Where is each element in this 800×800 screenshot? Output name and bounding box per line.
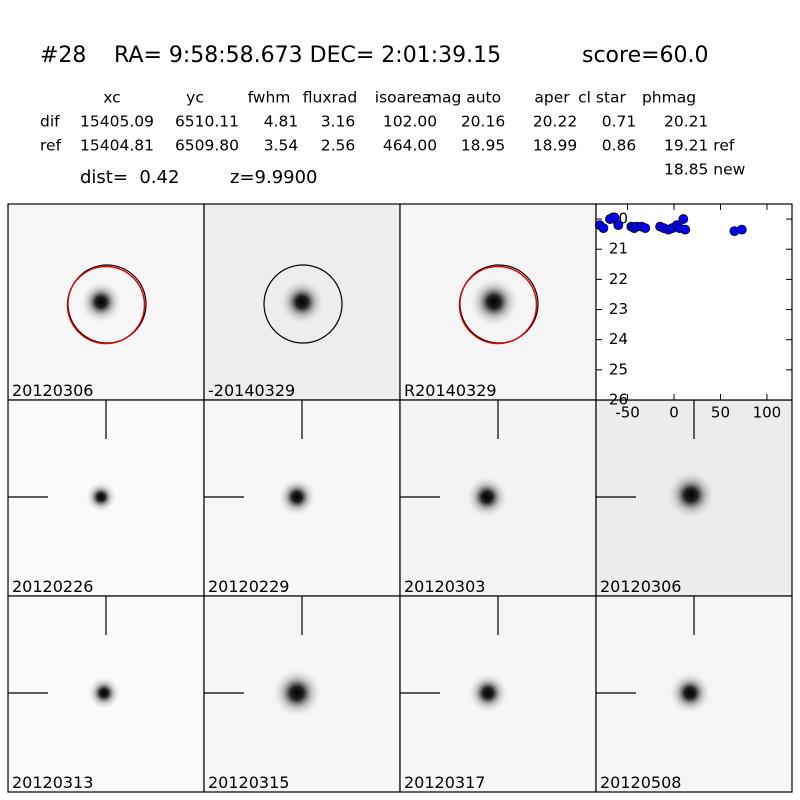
panel-label: 20120313 bbox=[12, 773, 93, 792]
point bbox=[598, 223, 609, 234]
source bbox=[468, 276, 520, 328]
source bbox=[85, 481, 117, 513]
aperture-fit bbox=[66, 265, 146, 345]
panel-label: 20120508 bbox=[600, 773, 681, 792]
panel-label: 20120306 bbox=[600, 577, 681, 596]
cell: 20.22 bbox=[533, 113, 577, 131]
cell: 4.81 bbox=[264, 113, 299, 131]
point bbox=[680, 224, 691, 235]
cell: 0.71 bbox=[602, 113, 637, 131]
panel-grid: 20120306 -20140329 R20140329 20120226 201202… bbox=[7, 203, 793, 793]
aperture-fit bbox=[458, 265, 538, 345]
point bbox=[678, 214, 689, 224]
source bbox=[87, 676, 121, 710]
source bbox=[668, 671, 712, 715]
y-tick-label: 21 bbox=[609, 240, 628, 258]
cell: 20.21 bbox=[664, 113, 708, 131]
column-header: yc bbox=[186, 89, 204, 107]
panel-label: -20140329 bbox=[208, 381, 295, 400]
y-tick-label: 23 bbox=[609, 300, 628, 318]
cell: 6510.11 bbox=[175, 113, 239, 131]
x-tick-label: 50 bbox=[711, 404, 730, 422]
source bbox=[467, 672, 509, 714]
panel-label: 20120306 bbox=[12, 381, 93, 400]
row-label: dif bbox=[40, 113, 60, 131]
cell: 464.00 bbox=[383, 137, 437, 155]
panel-label: 20120226 bbox=[12, 577, 93, 596]
column-header: aper bbox=[534, 89, 570, 107]
source bbox=[665, 469, 717, 521]
cell: 15405.09 bbox=[80, 113, 154, 131]
distance: dist= 0.42 bbox=[80, 167, 179, 188]
cell: 20.16 bbox=[461, 113, 505, 131]
source bbox=[278, 278, 326, 326]
cell: 18.85 new bbox=[664, 161, 746, 179]
x-tick-label: -50 bbox=[615, 404, 640, 422]
source bbox=[271, 667, 323, 719]
point bbox=[640, 223, 651, 234]
column-header: fluxrad bbox=[303, 89, 357, 107]
cell: 102.00 bbox=[383, 113, 437, 131]
aperture bbox=[263, 264, 343, 344]
panel-frame bbox=[595, 595, 793, 793]
cell: 18.95 bbox=[461, 137, 505, 155]
cell: 0.86 bbox=[602, 137, 637, 155]
cell: 6509.80 bbox=[175, 137, 239, 155]
column-header: mag auto bbox=[427, 89, 501, 107]
point bbox=[736, 224, 747, 235]
row-label: ref bbox=[40, 137, 62, 155]
panel-label: 20120315 bbox=[208, 773, 289, 792]
score: score=60.0 bbox=[582, 43, 709, 68]
source bbox=[79, 280, 123, 324]
cell: 19.21 ref bbox=[664, 137, 735, 155]
y-tick-label: 26 bbox=[609, 391, 628, 409]
plot-area bbox=[595, 203, 793, 401]
panel-label: 20120229 bbox=[208, 577, 289, 596]
cell: 3.16 bbox=[321, 113, 356, 131]
column-header: cl star bbox=[578, 89, 626, 107]
y-tick-label: 22 bbox=[609, 270, 628, 288]
cell: 18.99 bbox=[533, 137, 577, 155]
cell: 3.54 bbox=[264, 137, 299, 155]
redshift: z=9.9900 bbox=[230, 167, 318, 188]
x-tick-label: 0 bbox=[669, 404, 679, 422]
coordinates: RA= 9:58:58.673 DEC= 2:01:39.15 bbox=[114, 43, 501, 68]
y-tick-label: 24 bbox=[609, 330, 628, 348]
panel-label: 20120303 bbox=[404, 577, 485, 596]
cell: 2.56 bbox=[321, 137, 356, 155]
cell: 15404.81 bbox=[80, 137, 154, 155]
source bbox=[277, 477, 317, 517]
y-tick-label: 25 bbox=[609, 360, 628, 378]
column-header: isoarea bbox=[375, 89, 431, 107]
panel-label: 20120317 bbox=[404, 773, 485, 792]
panel-label: R20140329 bbox=[404, 381, 497, 400]
column-header: xc bbox=[103, 89, 120, 107]
column-header: fwhm bbox=[248, 89, 291, 107]
x-tick-label: 100 bbox=[753, 404, 782, 422]
candidate-id: #28 bbox=[40, 43, 86, 68]
column-header: phmag bbox=[642, 89, 696, 107]
source bbox=[465, 475, 509, 519]
point bbox=[613, 220, 624, 231]
